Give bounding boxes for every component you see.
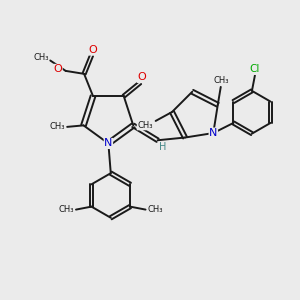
- Text: CH₃: CH₃: [58, 205, 74, 214]
- Text: CH₃: CH₃: [49, 122, 65, 131]
- Text: CH₃: CH₃: [137, 121, 153, 130]
- Text: O: O: [53, 64, 62, 74]
- Text: CH₃: CH₃: [33, 53, 49, 62]
- Text: N: N: [104, 139, 112, 148]
- Text: O: O: [88, 45, 98, 55]
- Text: CH₃: CH₃: [148, 205, 164, 214]
- Text: Cl: Cl: [250, 64, 260, 74]
- Text: H: H: [159, 142, 167, 152]
- Text: O: O: [137, 72, 146, 82]
- Text: CH₃: CH₃: [213, 76, 229, 85]
- Text: N: N: [209, 128, 218, 138]
